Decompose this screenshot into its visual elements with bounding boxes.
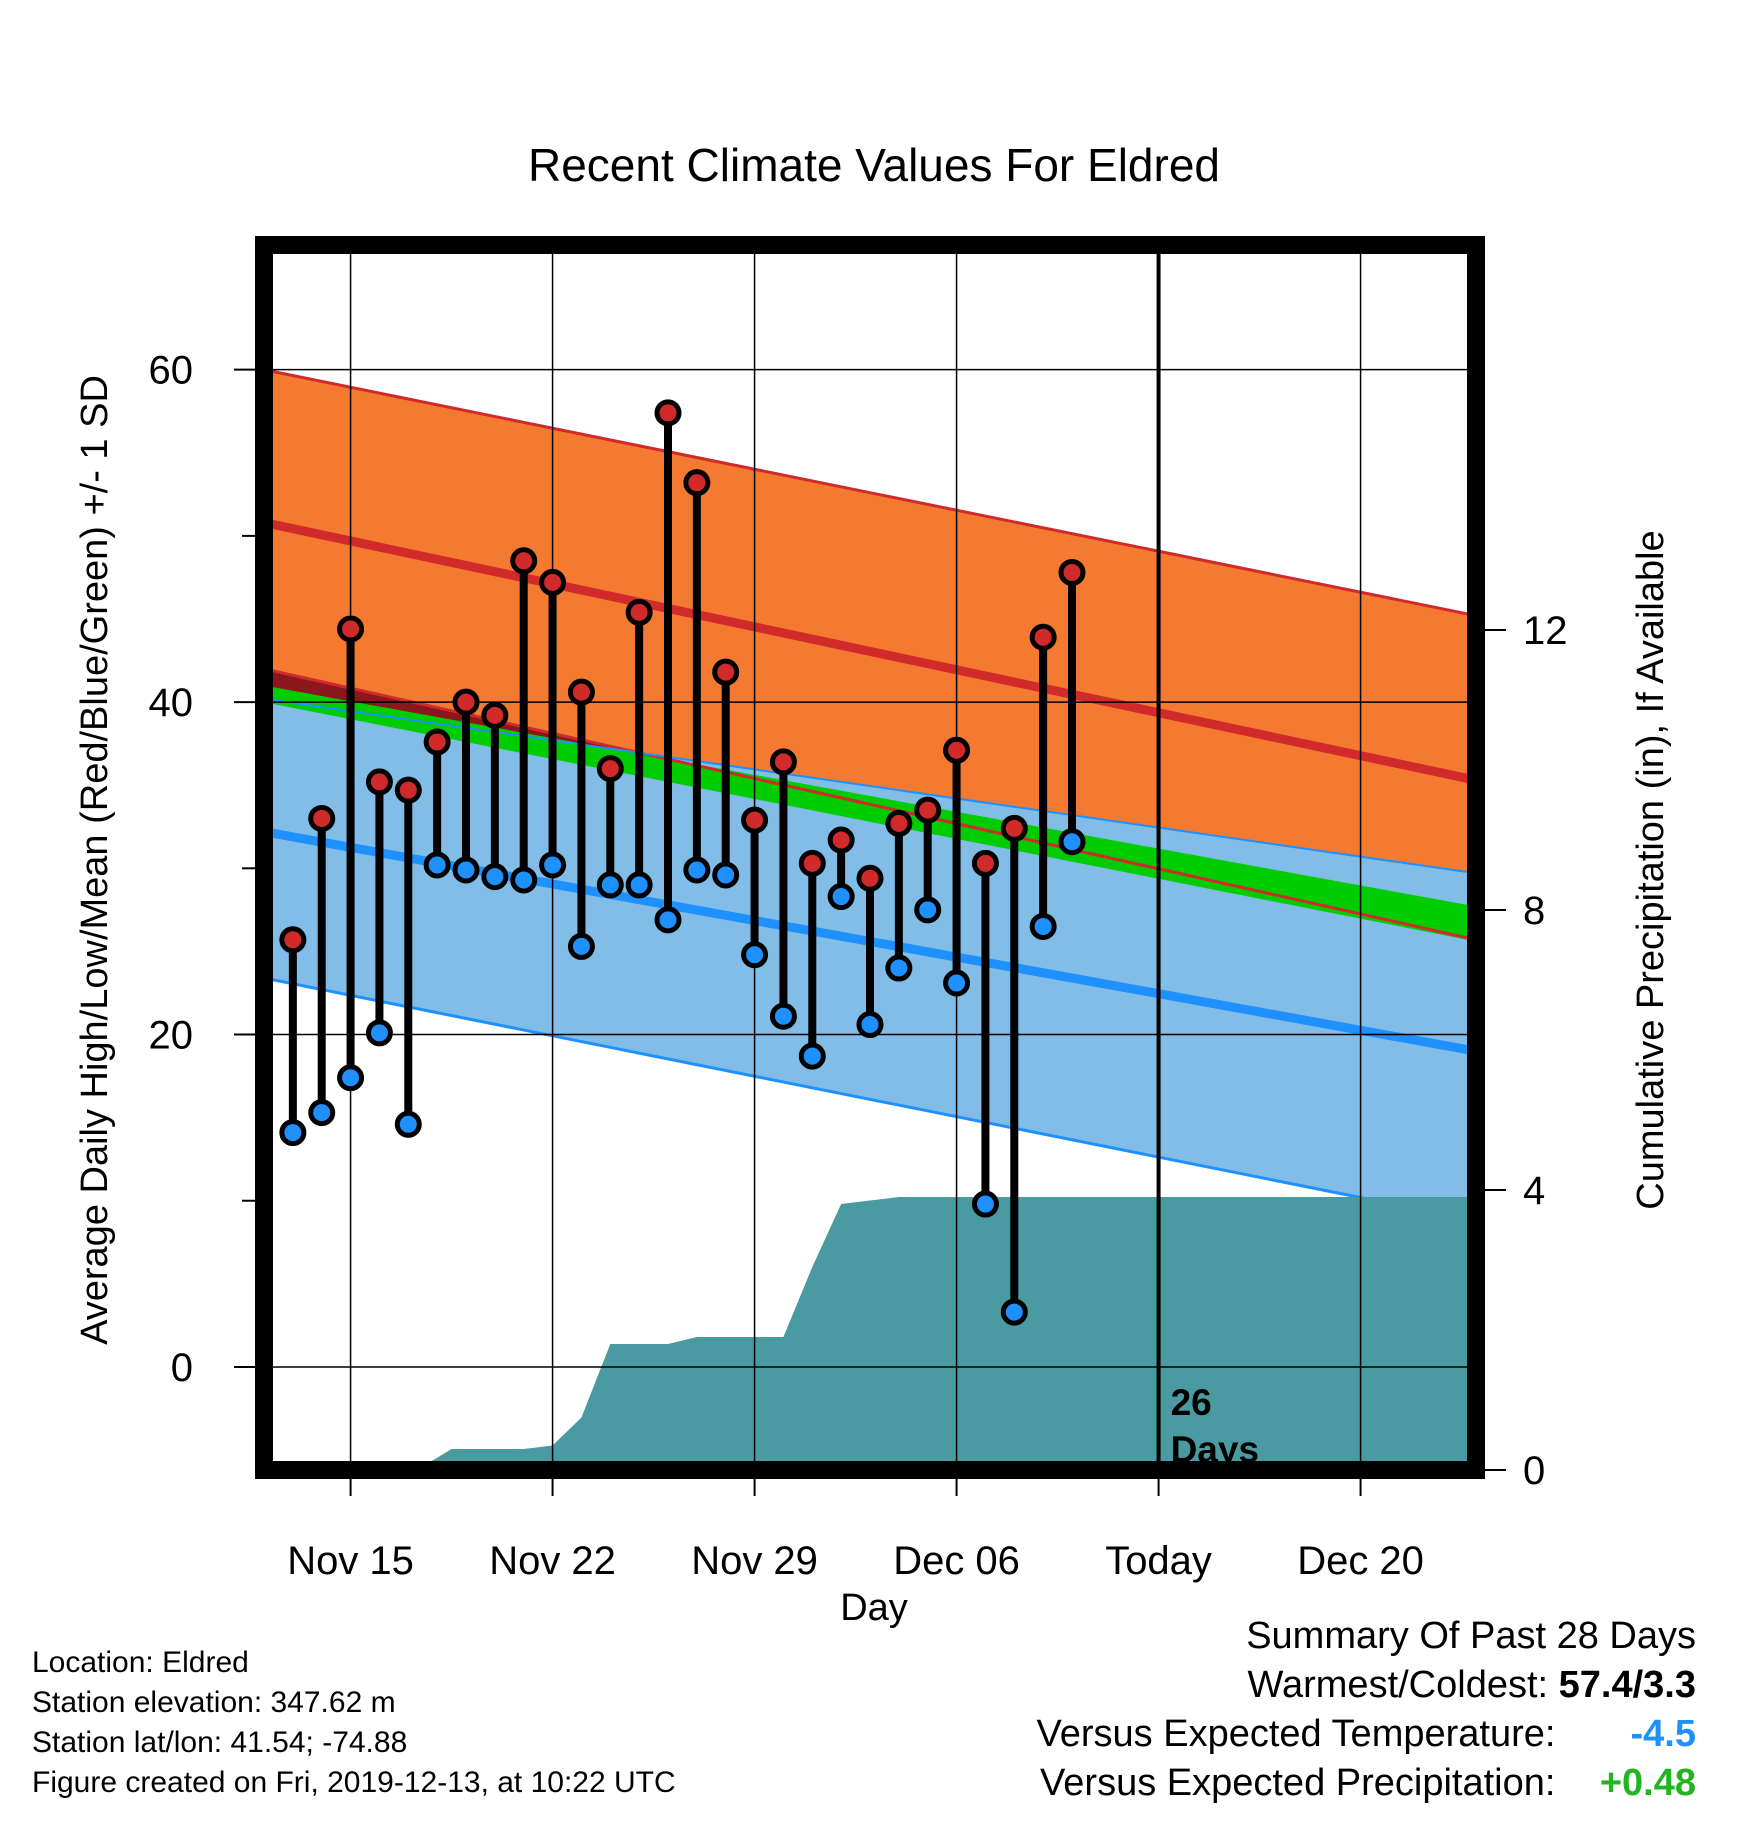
observed-high-point (1058, 558, 1086, 586)
station-info: Location: Eldred Station elevation: 347.… (32, 1643, 676, 1803)
observed-high-point (1029, 623, 1057, 651)
warm-cold-row: Warmest/Coldest: 57.4/3.3 (1037, 1661, 1696, 1710)
temp-label: Versus Expected Temperature: (1036, 1713, 1556, 1755)
normal-low-lower-line (264, 976, 1476, 1223)
y2-tick-label: 0 (1523, 1449, 1545, 1493)
observed-low-point (337, 1064, 365, 1092)
precip-value: +0.48 (1599, 1762, 1696, 1804)
today-annotation-days-count: 26 (1171, 1382, 1212, 1423)
y-tick-label: 40 (149, 681, 194, 725)
observed-low-point (712, 861, 740, 889)
temp-row: Versus Expected Temperature: -4.5 (1037, 1710, 1696, 1759)
observed-low-point (1029, 912, 1057, 940)
temp-value: -4.5 (1630, 1713, 1696, 1755)
observed-high-point (885, 809, 913, 837)
observed-low-point (510, 866, 538, 894)
chart-title: Recent Climate Values For Eldred (528, 139, 1220, 191)
observed-low-point (827, 883, 855, 911)
observed-high-point (394, 776, 422, 804)
observed-high-point (914, 796, 942, 824)
precip-row: Versus Expected Precipitation: +0.48 (1037, 1759, 1696, 1808)
observed-high-point (654, 399, 682, 427)
observed-high-point (798, 849, 826, 877)
observed-high-point (596, 755, 624, 783)
plot-frame (255, 236, 1485, 1479)
observed-low-point (567, 932, 595, 960)
observed-high-point (452, 688, 480, 716)
observed-low-point (683, 856, 711, 884)
observed-high-point (279, 926, 307, 954)
y-tick-label: 0 (171, 1346, 193, 1390)
observed-low-point (394, 1110, 422, 1138)
warm-cold-label: Warmest/Coldest: (1247, 1664, 1549, 1706)
observed-low-point (798, 1042, 826, 1070)
x-tick-label: Nov 22 (489, 1539, 616, 1583)
observed-high-point (769, 748, 797, 776)
observed-low-point (365, 1019, 393, 1047)
observed-low-point (625, 871, 653, 899)
observed-high-point (943, 736, 971, 764)
observed-low-point (885, 954, 913, 982)
latlon-text: Station lat/lon: 41.54; -74.88 (32, 1726, 408, 1759)
observed-high-point (510, 547, 538, 575)
normal-high-upper-line (264, 368, 1476, 618)
observed-low-point (452, 856, 480, 884)
observed-low-point (914, 896, 942, 924)
observed-high-point (308, 804, 336, 832)
observed-low-point (654, 906, 682, 934)
observed-high-point (625, 598, 653, 626)
y2-axis-title: Cumulative Precipitation (in), If Availa… (1630, 530, 1672, 1209)
y-tick-label: 60 (149, 349, 194, 393)
y2-tick-label: 12 (1523, 609, 1568, 653)
observed-low-point (971, 1190, 999, 1218)
observed-high-point (856, 864, 884, 892)
y-axis-title: Average Daily High/Low/Mean (Red/Blue/Gr… (74, 375, 116, 1345)
plot-area (264, 245, 1476, 1470)
observed-low-point (423, 851, 451, 879)
observed-low-point (769, 1002, 797, 1030)
summary-title: Summary Of Past 28 Days (1246, 1615, 1696, 1657)
x-tick-label: Dec 20 (1297, 1539, 1424, 1583)
x-tick-label: Dec 06 (893, 1539, 1020, 1583)
observed-low-point (481, 863, 509, 891)
created-text: Figure created on Fri, 2019-12-13, at 10… (32, 1766, 676, 1799)
x-tick-label: Today (1105, 1539, 1212, 1583)
observed-low-point (596, 871, 624, 899)
y-tick-label: 20 (149, 1014, 194, 1058)
summary-panel: Summary Of Past 28 Days Warmest/Coldest:… (1037, 1612, 1696, 1808)
observed-high-point (712, 658, 740, 686)
y2-tick-label: 4 (1523, 1169, 1545, 1213)
x-tick-label: Nov 29 (691, 1539, 818, 1583)
observed-high-point (827, 826, 855, 854)
precipitation-area (264, 1197, 1476, 1470)
observed-high-point (1000, 814, 1028, 842)
normal-mean-band (264, 685, 1476, 942)
normal-high-mean-line (264, 518, 1476, 785)
observed-low-point (308, 1099, 336, 1127)
observed-low-point (279, 1119, 307, 1147)
observed-low-point (1058, 828, 1086, 856)
observed-low-point (856, 1011, 884, 1039)
observed-low-point (741, 941, 769, 969)
observed-high-point (683, 469, 711, 497)
observed-high-point (971, 849, 999, 877)
observed-high-point (567, 678, 595, 706)
location-text: Location: Eldred (32, 1646, 249, 1679)
observed-low-point (539, 851, 567, 879)
observed-high-point (337, 615, 365, 643)
y2-tick-label: 8 (1523, 889, 1545, 933)
observed-low-point (1000, 1298, 1028, 1326)
observed-high-point (539, 568, 567, 596)
warm-cold-value: 57.4/3.3 (1558, 1664, 1696, 1706)
observed-high-point (481, 701, 509, 729)
observed-low-point (943, 969, 971, 997)
observed-high-point (365, 768, 393, 796)
observed-high-point (423, 728, 451, 756)
elevation-text: Station elevation: 347.62 m (32, 1686, 396, 1719)
x-tick-label: Nov 15 (287, 1539, 414, 1583)
precip-label: Versus Expected Precipitation: (1040, 1762, 1556, 1804)
x-axis-title: Day (840, 1587, 908, 1629)
observed-high-point (741, 806, 769, 834)
